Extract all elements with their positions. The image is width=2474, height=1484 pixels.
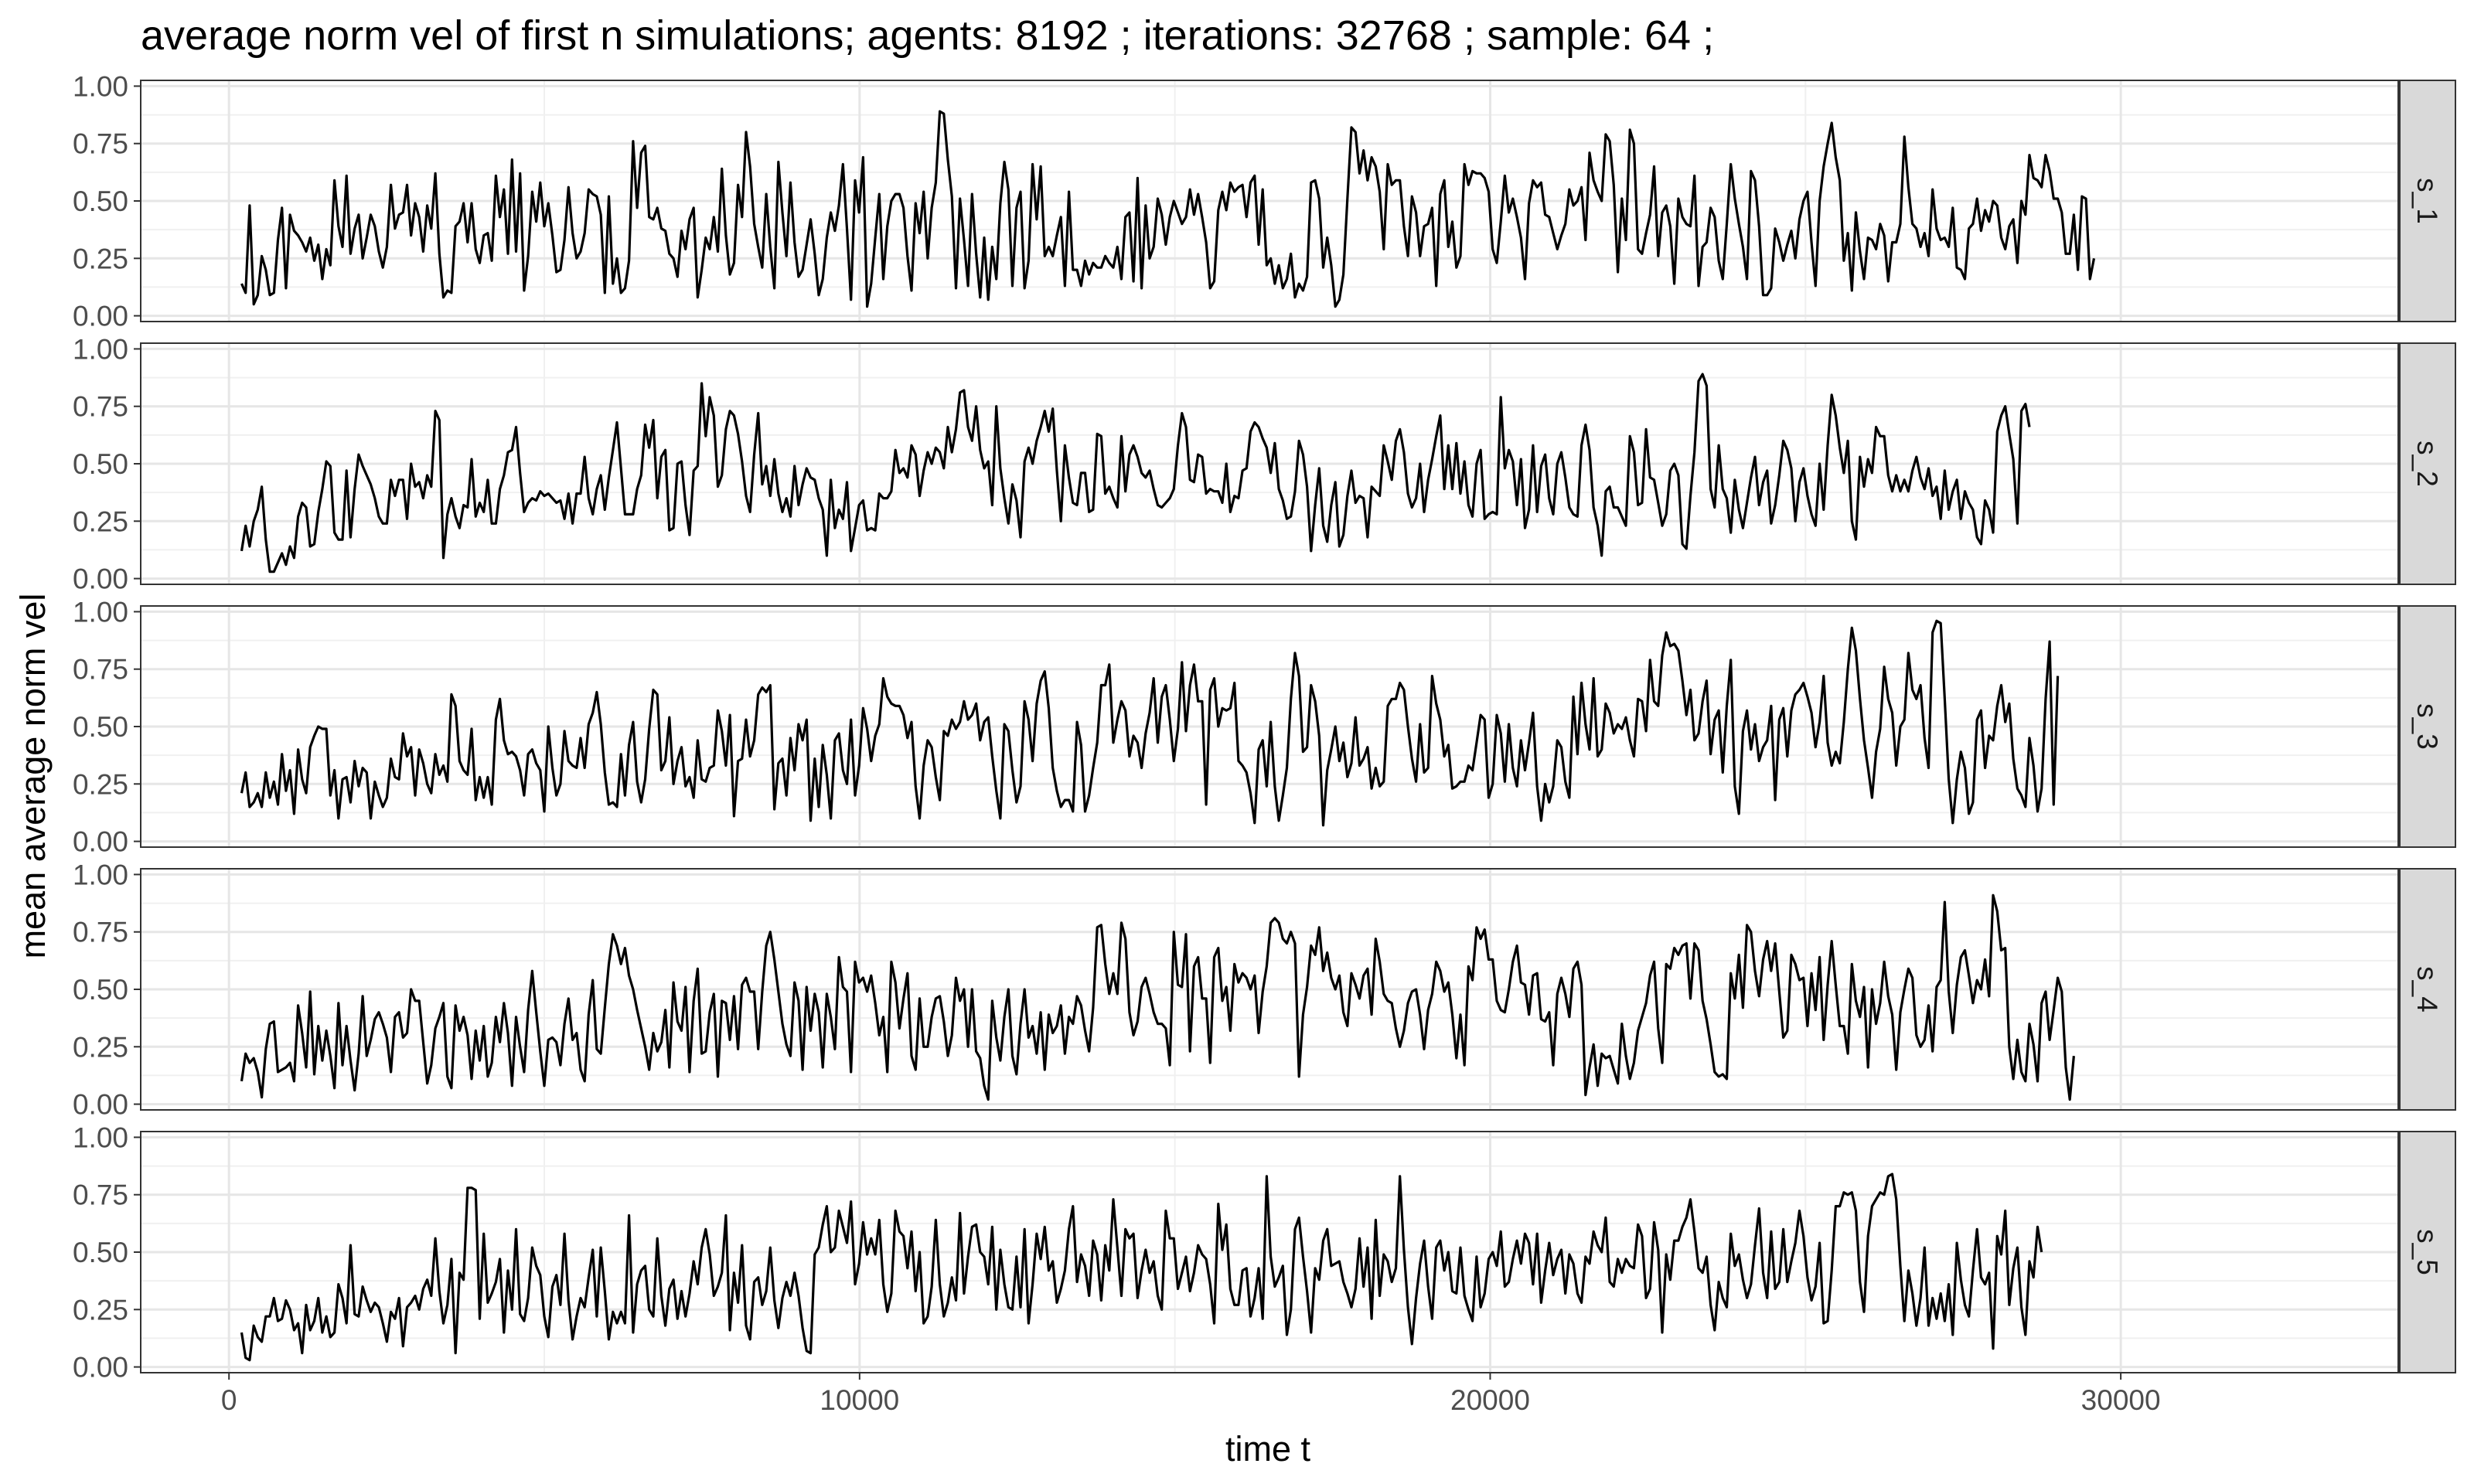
facet-strip	[2399, 1131, 2456, 1373]
x-tick-label: 0	[221, 1384, 237, 1416]
facet-strip-label: s_3	[2411, 703, 2443, 750]
y-axis-label: mean average norm vel	[13, 594, 53, 959]
y-tick-label: 1.00	[73, 333, 128, 365]
y-tick-label: 0.00	[73, 563, 128, 595]
x-axis-label: time t	[1225, 1429, 1311, 1469]
facet-panel-s_5: 0.00 0.25 0.50 0.75 1.00 s_5	[73, 1122, 2456, 1384]
y-tick-label: 0.00	[73, 1352, 128, 1384]
y-tick-label: 0.75	[73, 654, 128, 686]
y-tick-label: 0.25	[73, 1294, 128, 1326]
facet-strip-label: s_5	[2411, 1229, 2443, 1275]
panel-border	[140, 80, 2399, 322]
y-tick-label: 0.25	[73, 768, 128, 800]
facet-panel-s_1: 0.00 0.25 0.50 0.75 1.00 s_1	[73, 70, 2456, 332]
panel-border	[140, 1131, 2399, 1373]
y-tick-label: 1.00	[73, 1122, 128, 1153]
panel-border	[140, 868, 2399, 1111]
facet-strip-label: s_2	[2411, 441, 2443, 487]
panel-border	[140, 342, 2399, 585]
y-tick-label: 0.75	[73, 1179, 128, 1211]
y-tick-label: 0.00	[73, 301, 128, 332]
facet-strip-label: s_4	[2411, 966, 2443, 1013]
facet-strip	[2399, 80, 2456, 322]
y-tick-label: 0.00	[73, 826, 128, 858]
facet-panels: 0.00 0.25 0.50 0.75 1.00 s_1 0.00 0.25 0.50 0.75 1…	[73, 70, 2456, 1384]
facet-panel-s_3: 0.00 0.25 0.50 0.75 1.00 s_3	[73, 596, 2456, 858]
y-tick-label: 0.25	[73, 243, 128, 274]
y-tick-label: 0.00	[73, 1089, 128, 1121]
series-line-s_4	[240, 893, 2075, 1101]
y-tick-label: 0.25	[73, 1031, 128, 1063]
y-tick-label: 0.50	[73, 711, 128, 743]
x-axis: 0 10000 20000 30000	[221, 1373, 2161, 1416]
chart-title: average norm vel of first n simulations;…	[141, 12, 1714, 59]
y-tick-label: 1.00	[73, 859, 128, 890]
facet-strip	[2399, 605, 2456, 848]
y-tick-label: 0.50	[73, 974, 128, 1006]
series-line-s_2	[240, 373, 2031, 574]
series-line-s_3	[240, 619, 2060, 827]
x-tick-label: 20000	[1450, 1384, 1530, 1416]
facet-strip	[2399, 868, 2456, 1111]
y-tick-label: 1.00	[73, 596, 128, 628]
x-tick-label: 30000	[2081, 1384, 2161, 1416]
facet-panel-s_4: 0.00 0.25 0.50 0.75 1.00 s_4	[73, 859, 2456, 1121]
panel-border	[140, 605, 2399, 848]
facet-strip-label: s_1	[2411, 178, 2443, 224]
y-tick-label: 0.75	[73, 391, 128, 423]
facet-strip	[2399, 342, 2456, 585]
y-tick-label: 0.25	[73, 505, 128, 537]
y-tick-label: 0.50	[73, 186, 128, 217]
y-tick-label: 0.75	[73, 128, 128, 160]
y-tick-label: 0.50	[73, 448, 128, 480]
y-tick-label: 0.75	[73, 917, 128, 948]
y-tick-label: 0.50	[73, 1237, 128, 1268]
series-line-s_5	[240, 1173, 2043, 1362]
series-line-s_1	[240, 110, 2096, 308]
y-tick-label: 1.00	[73, 70, 128, 102]
facet-panel-s_2: 0.00 0.25 0.50 0.75 1.00 s_2	[73, 333, 2456, 595]
x-tick-label: 10000	[820, 1384, 899, 1416]
